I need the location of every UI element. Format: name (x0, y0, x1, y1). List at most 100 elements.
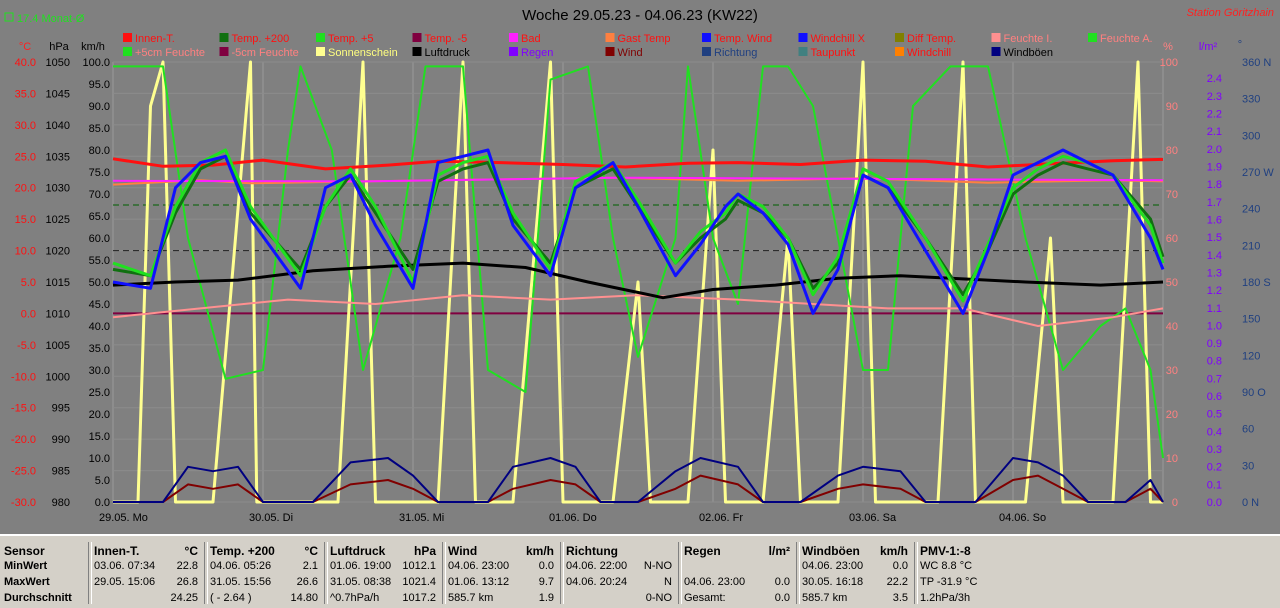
summary-boeen-max-date: 30.05. 16:18 (802, 576, 864, 588)
tick-label-rain: 0.8 (1207, 356, 1222, 368)
tick-label-rain: 2.0 (1207, 144, 1222, 156)
legend-swatch (605, 47, 615, 56)
legend-label: +5cm Feuchte (135, 47, 205, 59)
summary-innen-max-val: 26.8 (176, 576, 198, 588)
tick-label-dir: 60 (1242, 424, 1254, 436)
legend-label: Temp. Wind (714, 33, 772, 45)
x-axis-labels: 29.05. Mo 30.05. Di 31.05. Mi 01.06. Do 02.0… (99, 512, 1046, 524)
legend-swatch (991, 33, 1001, 42)
summary-divider (442, 542, 446, 604)
tick-label-dir: 120 (1242, 350, 1260, 362)
x-tick-label: 30.05. Di (249, 512, 293, 524)
tick-label-rain: 0.3 (1207, 444, 1222, 456)
axis-header-rain: l/m² (1199, 41, 1218, 53)
summary-row-avg: Durchschnitt (4, 592, 72, 604)
tick-label-hpa: 1005 (46, 340, 70, 352)
summary-boeen-max-val: 22.2 (886, 576, 908, 588)
series-luftdruck-line (112, 261, 1164, 300)
summary-temp200-unit: °C (304, 544, 318, 558)
tick-label-kmh: 40.0 (89, 321, 110, 333)
summary-regen-title: Regen (684, 544, 721, 558)
summary-innen-unit: °C (184, 544, 198, 558)
tick-label-temp: -5.0 (17, 340, 36, 352)
legend-swatch (509, 33, 518, 42)
legend-swatch (412, 33, 422, 42)
tick-label-temp: 25.0 (15, 151, 36, 163)
tick-label-rain: 0.0 (1207, 497, 1222, 509)
legend-swatch (702, 33, 711, 42)
legend-swatch (509, 47, 518, 56)
summary-temp200-max-date: 31.05. 15:56 (210, 576, 272, 588)
tick-label-kmh: 15.0 (89, 431, 110, 443)
summary-luft-trend: ^0.7hPa/h (330, 592, 380, 604)
summary-richtung-min-val: N-NO (643, 560, 672, 572)
tick-label-hpa: 1040 (46, 120, 70, 132)
tick-label-temp: 15.0 (15, 214, 36, 226)
summary-regen-total-label: Gesamt: (684, 592, 726, 604)
series-boeen-line (113, 457, 1164, 503)
legend-swatch (219, 47, 229, 56)
legend-label: Diff Temp. (907, 33, 956, 45)
legend-label: Bad (521, 33, 541, 45)
legend-label: Windböen (1004, 47, 1054, 59)
tick-label-kmh: 20.0 (89, 409, 110, 421)
summary-luft-min-val: 1012.1 (402, 560, 436, 572)
legend-label: Wind (618, 47, 643, 59)
summary-luft-min-date: 01.06. 19:00 (330, 560, 392, 572)
summary-panel: Sensor MinWert MaxWert Durchschnitt Inne… (0, 534, 1280, 608)
tick-label-kmh: 35.0 (89, 343, 110, 355)
station-name: Station Göritzhain (1187, 7, 1274, 19)
tick-label-kmh: 5.0 (95, 475, 110, 487)
summary-innen-min-val: 22.8 (176, 560, 198, 572)
tick-label-dir: 300 (1242, 130, 1260, 142)
tick-label-hpa: 1015 (46, 277, 70, 289)
tick-label-rain: 2.1 (1207, 126, 1222, 138)
tick-label-kmh: 0.0 (95, 497, 110, 509)
x-tick-label: 29.05. Mo (99, 512, 148, 524)
tick-label-kmh: 70.0 (89, 189, 110, 201)
legend-label: Feuchte A. (1100, 33, 1153, 45)
summary-divider (914, 542, 918, 604)
summary-boeen-title: Windböen (802, 544, 860, 558)
tick-label-rain: 1.3 (1207, 267, 1222, 279)
x-tick-label: 03.06. Sa (849, 512, 897, 524)
summary-boeen-avg: 3.5 (892, 592, 908, 604)
legend-label: Temp. +5 (328, 33, 374, 45)
legend-label: Feuchte I. (1004, 33, 1053, 45)
tick-label-kmh: 100.0 (82, 57, 110, 69)
tick-label-hpa: 1045 (46, 88, 70, 100)
legend-label: -5cm Feuchte (232, 47, 299, 59)
tick-label-pct: 30 (1166, 365, 1178, 377)
tick-label-kmh: 45.0 (89, 299, 110, 311)
axis-header-hpa: hPa (49, 41, 69, 53)
legend-swatch (316, 47, 325, 56)
summary-sensor-title: Sensor (4, 544, 45, 558)
tick-label-dir: 30 (1242, 460, 1254, 472)
summary-innen: Innen-T. °C 03.06. 07:34 22.8 29.05. 15:… (90, 540, 204, 606)
summary-richtung-avg: 0-NO (645, 592, 672, 604)
tick-label-dir: 180 S (1242, 277, 1271, 289)
tick-label-kmh: 65.0 (89, 211, 110, 223)
tick-label-kmh: 10.0 (89, 453, 110, 465)
tick-label-pct: 0 (1172, 497, 1178, 509)
tick-label-hpa: 1000 (46, 371, 70, 383)
summary-wind-distance: 585.7 km (448, 592, 494, 604)
tick-label-kmh: 25.0 (89, 387, 110, 399)
tick-label-temp: 40.0 (15, 57, 36, 69)
axis-header-dir: ° (1238, 39, 1242, 51)
summary-temp200: Temp. +200 °C 04.06. 05:26 2.1 31.05. 15… (206, 540, 324, 606)
tick-label-temp: -30.0 (11, 497, 36, 509)
summary-temp200-trend: ( - 2.64 ) (210, 592, 252, 604)
tick-label-pct: 100 (1160, 57, 1178, 69)
x-tick-label: 01.06. Do (549, 512, 597, 524)
tick-label-rain: 2.3 (1207, 91, 1222, 103)
summary-luft-unit: hPa (413, 544, 436, 558)
summary-divider (678, 542, 682, 604)
chart-background (0, 0, 1280, 534)
tick-label-kmh: 95.0 (89, 79, 110, 91)
tick-label-temp: -20.0 (11, 434, 36, 446)
tick-label-rain: 1.0 (1207, 320, 1222, 332)
tick-label-dir: 240 (1242, 204, 1260, 216)
summary-richtung: Richtung 04.06. 22:00 N-NO 04.06. 20:24 … (562, 540, 678, 606)
summary-pmv: PMV-1:-8 WC 8.8 °C TP -31.9 °C 1.2hPa/3h (916, 540, 1016, 606)
